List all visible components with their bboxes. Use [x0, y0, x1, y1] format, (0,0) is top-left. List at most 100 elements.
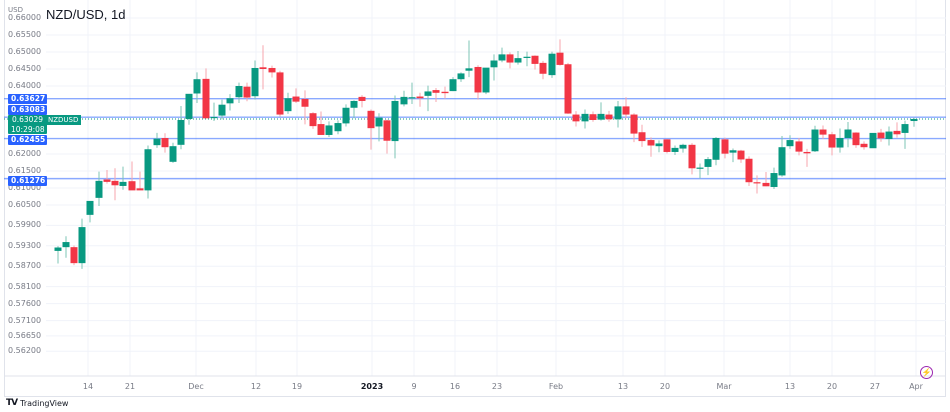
candle-down[interactable]: [622, 106, 630, 115]
candle-up[interactable]: [712, 138, 720, 160]
candle-down[interactable]: [852, 132, 860, 146]
candle-down[interactable]: [506, 54, 514, 63]
candle-up[interactable]: [696, 167, 704, 169]
candle-down[interactable]: [103, 179, 111, 182]
candle-down[interactable]: [474, 66, 482, 93]
candle-up[interactable]: [836, 138, 844, 148]
candle-down[interactable]: [589, 114, 597, 120]
candle-up[interactable]: [597, 113, 605, 120]
candle-up[interactable]: [581, 113, 589, 122]
candle-up[interactable]: [95, 180, 103, 198]
candle-down[interactable]: [647, 140, 655, 146]
candle-up[interactable]: [901, 124, 909, 133]
candle-up[interactable]: [251, 67, 259, 97]
candle-up[interactable]: [449, 79, 457, 92]
candle-down[interactable]: [128, 181, 136, 191]
candle-up[interactable]: [185, 93, 193, 119]
candle-up[interactable]: [86, 200, 94, 215]
candle-up[interactable]: [844, 129, 852, 139]
candle-down[interactable]: [762, 182, 770, 187]
candle-up[interactable]: [342, 107, 350, 124]
candle-up[interactable]: [786, 140, 794, 147]
candle-up[interactable]: [498, 54, 506, 61]
candle-up[interactable]: [614, 106, 622, 120]
candle-down[interactable]: [564, 64, 572, 114]
candle-down[interactable]: [663, 139, 671, 152]
candle-up[interactable]: [193, 79, 201, 94]
candle-down[interactable]: [630, 114, 638, 134]
candle-up[interactable]: [408, 97, 416, 99]
candle-up[interactable]: [490, 60, 498, 68]
candle-up[interactable]: [391, 100, 399, 142]
candle-down[interactable]: [383, 120, 391, 141]
candle-down[interactable]: [638, 132, 646, 142]
candle-up[interactable]: [153, 138, 161, 146]
candle-down[interactable]: [803, 151, 811, 154]
candle-up[interactable]: [284, 98, 292, 112]
candle-down[interactable]: [753, 182, 761, 184]
candle-down[interactable]: [301, 98, 309, 107]
lightning-alert-icon[interactable]: ⚡: [920, 366, 933, 379]
candle-down[interactable]: [367, 110, 375, 129]
candle-down[interactable]: [259, 67, 267, 69]
candle-up[interactable]: [226, 98, 234, 104]
candle-down[interactable]: [416, 96, 424, 99]
candle-down[interactable]: [441, 91, 449, 94]
candle-down[interactable]: [358, 96, 366, 101]
candle-up[interactable]: [457, 73, 465, 80]
candle-up[interactable]: [729, 150, 737, 153]
candle-up[interactable]: [671, 147, 679, 152]
candle-down[interactable]: [688, 144, 696, 169]
candle-up[interactable]: [885, 131, 893, 140]
candle-down[interactable]: [828, 134, 836, 148]
candle-up[interactable]: [210, 116, 218, 119]
candle-up[interactable]: [523, 56, 531, 58]
candle-up[interactable]: [704, 159, 712, 167]
candle-down[interactable]: [309, 113, 317, 127]
candle-up[interactable]: [119, 181, 127, 186]
candle-up[interactable]: [482, 67, 490, 93]
candle-down[interactable]: [860, 143, 868, 148]
tradingview-brand[interactable]: TV TradingView: [6, 398, 68, 408]
candle-up[interactable]: [334, 123, 342, 132]
candle-up[interactable]: [350, 100, 358, 108]
candle-down[interactable]: [531, 55, 539, 64]
candle-up[interactable]: [679, 144, 687, 149]
candle-up[interactable]: [218, 104, 226, 116]
candle-down[interactable]: [572, 114, 580, 122]
candle-up[interactable]: [54, 247, 62, 251]
candle-down[interactable]: [317, 124, 325, 135]
candle-down[interactable]: [539, 62, 547, 74]
candle-up[interactable]: [325, 125, 333, 135]
candle-up[interactable]: [514, 58, 522, 63]
candle-up[interactable]: [869, 132, 877, 149]
candle-down[interactable]: [161, 138, 169, 148]
candle-up[interactable]: [62, 242, 70, 248]
candle-up[interactable]: [465, 68, 473, 71]
candle-up[interactable]: [910, 118, 918, 122]
candle-down[interactable]: [292, 96, 300, 102]
candle-down[interactable]: [745, 158, 753, 183]
candle-down[interactable]: [893, 130, 901, 135]
candle-down[interactable]: [605, 114, 613, 120]
candle-up[interactable]: [375, 117, 383, 127]
candle-down[interactable]: [877, 132, 885, 139]
candle-down[interactable]: [432, 90, 440, 93]
candle-up[interactable]: [177, 120, 185, 145]
candle-down[interactable]: [70, 247, 78, 264]
candle-up[interactable]: [169, 146, 177, 162]
candle-down[interactable]: [819, 129, 827, 135]
candle-down[interactable]: [721, 139, 729, 154]
candle-up[interactable]: [78, 227, 86, 264]
candle-up[interactable]: [778, 147, 786, 176]
candle-down[interactable]: [737, 150, 745, 160]
candle-up[interactable]: [811, 129, 819, 152]
candle-up[interactable]: [770, 173, 778, 187]
candle-down[interactable]: [202, 78, 210, 119]
candle-down[interactable]: [276, 72, 284, 115]
candle-up[interactable]: [235, 86, 243, 98]
candle-down[interactable]: [111, 180, 119, 186]
candle-down[interactable]: [795, 141, 803, 152]
candle-down[interactable]: [136, 188, 144, 191]
